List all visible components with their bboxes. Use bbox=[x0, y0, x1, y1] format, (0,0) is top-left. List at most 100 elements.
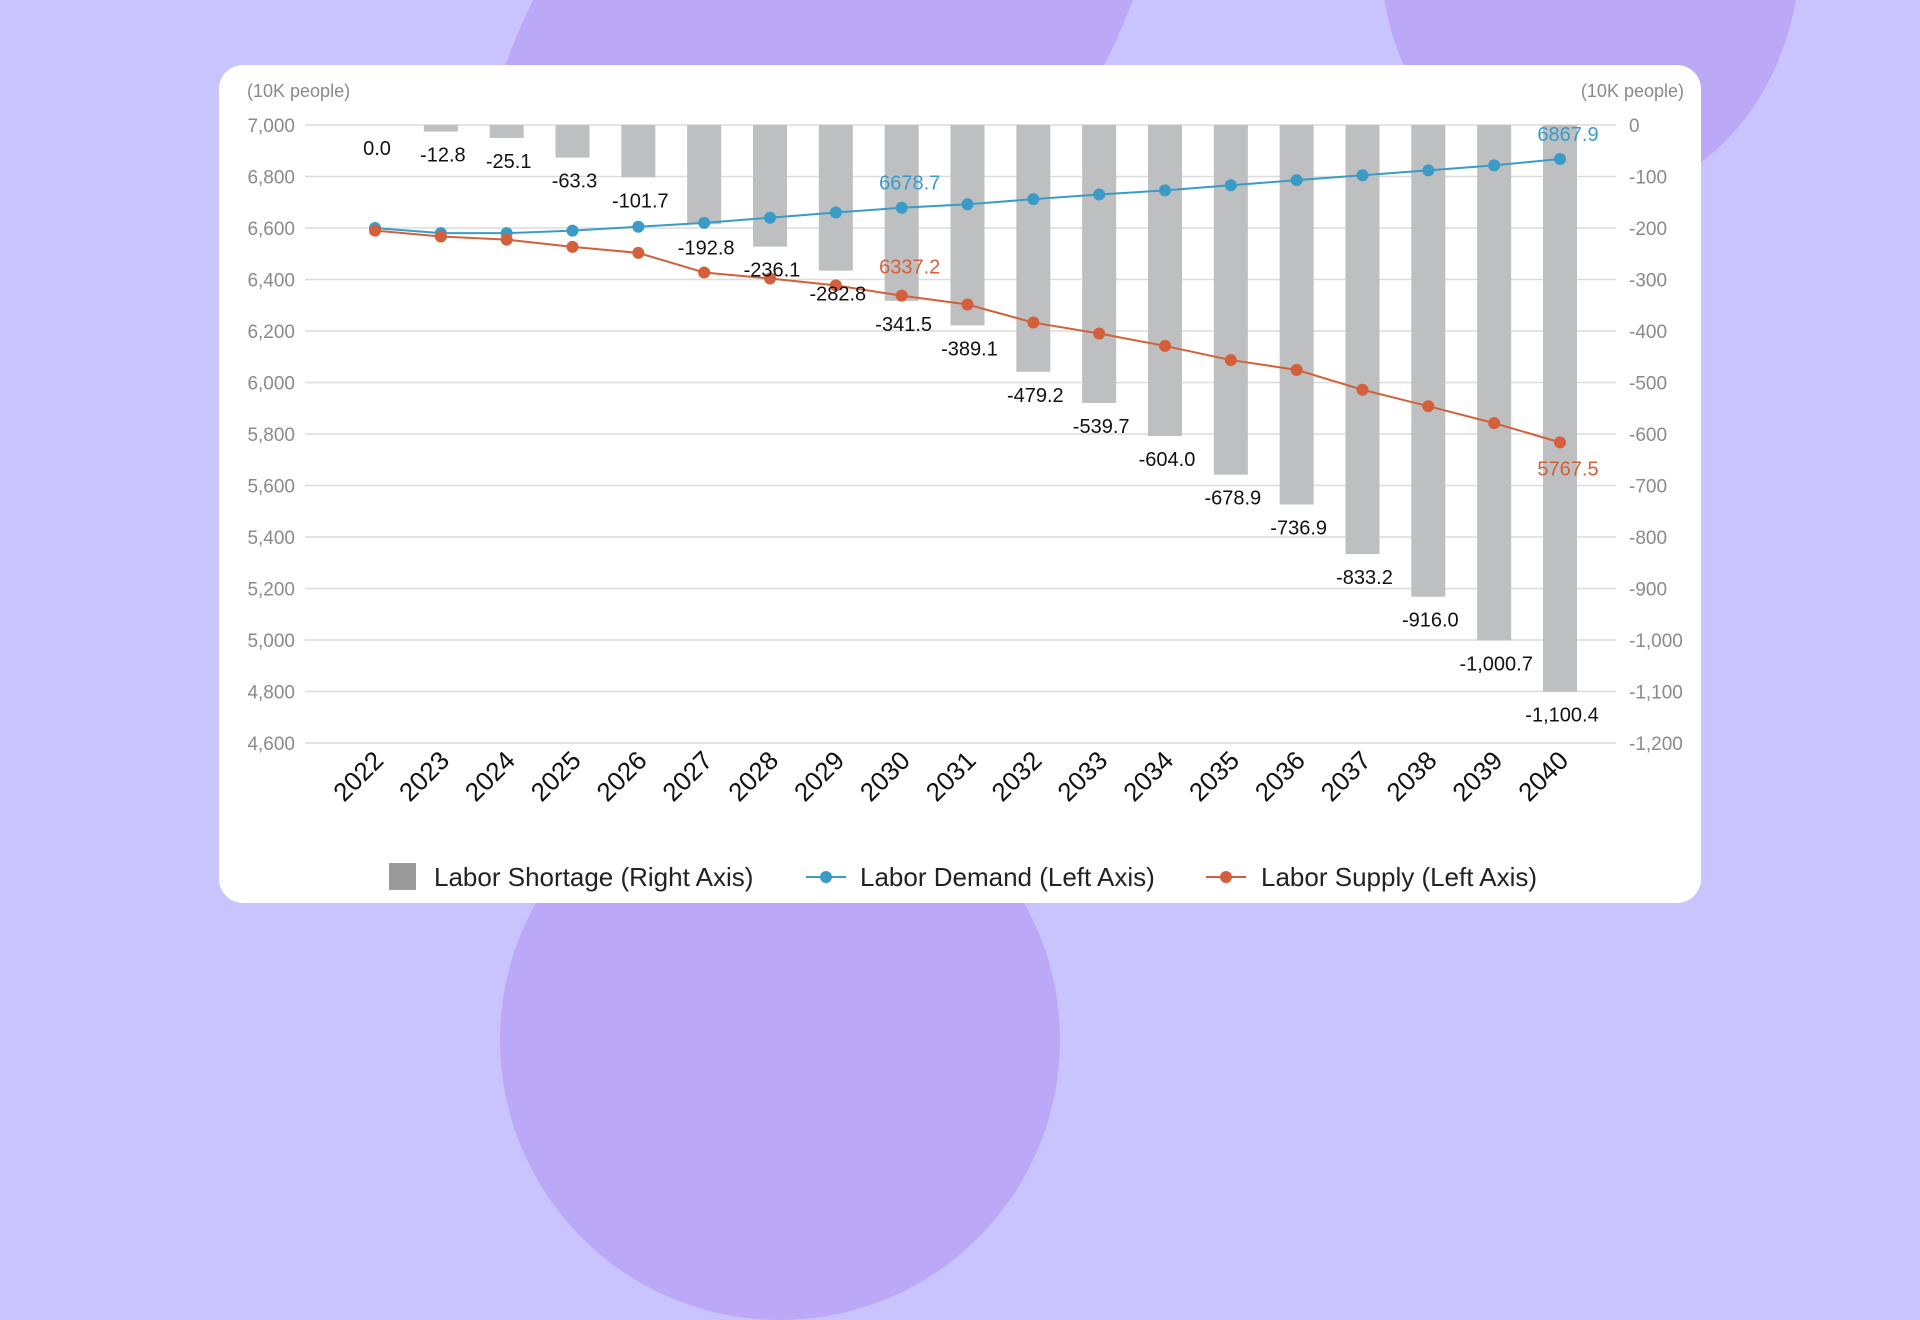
shortage-data-label: -192.8 bbox=[678, 237, 735, 259]
shortage-data-label: -282.8 bbox=[809, 284, 866, 306]
x-tick-label: 2023 bbox=[393, 745, 455, 807]
shortage-bar bbox=[1279, 125, 1314, 505]
left-tick-label: 5,400 bbox=[247, 528, 295, 549]
legend-label: Labor Demand (Left Axis) bbox=[860, 862, 1155, 892]
shortage-bar bbox=[1016, 125, 1051, 372]
demand-point bbox=[1554, 153, 1566, 166]
demand-point bbox=[1159, 184, 1171, 197]
demand-point bbox=[829, 206, 842, 219]
legend-label: Labor Supply (Left Axis) bbox=[1261, 862, 1537, 892]
demand-point bbox=[1224, 179, 1237, 192]
left-tick-label: 5,600 bbox=[247, 477, 295, 498]
shortage-bar bbox=[423, 125, 458, 132]
x-tick-label: 2029 bbox=[788, 745, 850, 807]
shortage-bar bbox=[555, 125, 590, 158]
demand-point bbox=[566, 224, 579, 237]
x-tick-label: 2034 bbox=[1117, 745, 1179, 807]
shortage-bar bbox=[1082, 125, 1117, 403]
shortage-bar bbox=[1213, 125, 1248, 475]
left-tick-label: 6,000 bbox=[247, 374, 295, 395]
shortage-data-label: -389.1 bbox=[941, 338, 998, 360]
x-tick-label: 2031 bbox=[920, 745, 982, 807]
shortage-data-label: -63.3 bbox=[552, 171, 598, 193]
left-tick-label: 6,200 bbox=[247, 322, 295, 343]
supply-point bbox=[1093, 327, 1106, 340]
demand-point bbox=[1027, 193, 1040, 206]
x-tick-label: 2037 bbox=[1315, 745, 1377, 807]
shortage-data-label: -539.7 bbox=[1073, 416, 1130, 438]
demand-data-label: 6678.7 bbox=[879, 173, 940, 195]
shortage-bar bbox=[1148, 125, 1182, 437]
supply-point bbox=[1488, 417, 1501, 430]
left-tick-label: 6,400 bbox=[247, 271, 295, 292]
shortage-bar bbox=[1477, 125, 1512, 641]
shortage-data-label: -604.0 bbox=[1139, 449, 1196, 471]
legend-supply-marker bbox=[1220, 871, 1232, 883]
supply-point bbox=[1554, 436, 1566, 449]
demand-point bbox=[895, 201, 908, 214]
x-tick-label: 2025 bbox=[525, 745, 587, 807]
demand-point bbox=[1290, 174, 1303, 187]
supply-point bbox=[961, 298, 974, 311]
right-tick-label: 0 bbox=[1629, 116, 1640, 137]
supply-point bbox=[698, 266, 711, 279]
x-tick-label: 2030 bbox=[854, 745, 916, 807]
right-tick-label: -900 bbox=[1629, 580, 1667, 601]
supply-point bbox=[764, 272, 776, 285]
supply-point bbox=[1027, 316, 1040, 329]
shortage-data-label: -916.0 bbox=[1402, 610, 1459, 632]
shortage-data-label: -736.9 bbox=[1270, 518, 1327, 540]
shortage-data-label: -833.2 bbox=[1336, 567, 1393, 589]
x-tick-label: 2038 bbox=[1380, 745, 1442, 807]
shortage-bar bbox=[1345, 125, 1380, 555]
right-tick-label: -500 bbox=[1629, 374, 1667, 395]
left-tick-label: 5,200 bbox=[247, 580, 295, 601]
demand-data-label: 6867.9 bbox=[1537, 124, 1598, 146]
supply-point bbox=[434, 230, 447, 243]
supply-point bbox=[500, 233, 513, 246]
x-tick-label: 2039 bbox=[1446, 745, 1508, 807]
demand-point bbox=[764, 211, 776, 224]
supply-point bbox=[829, 279, 842, 292]
x-tick-label: 2032 bbox=[985, 745, 1047, 807]
right-tick-label: -600 bbox=[1629, 425, 1667, 446]
demand-point bbox=[1093, 188, 1106, 201]
right-tick-label: -1,200 bbox=[1629, 734, 1683, 755]
left-tick-label: 4,600 bbox=[247, 734, 295, 755]
right-tick-label: -200 bbox=[1629, 219, 1667, 240]
right-axis-unit: (10K people) bbox=[1581, 81, 1684, 101]
right-tick-label: -300 bbox=[1629, 271, 1667, 292]
supply-point bbox=[1356, 383, 1369, 396]
supply-point bbox=[632, 246, 645, 259]
right-tick-label: -400 bbox=[1629, 322, 1667, 343]
left-tick-label: 6,800 bbox=[247, 168, 295, 189]
shortage-bar bbox=[818, 125, 853, 271]
shortage-data-label: -341.5 bbox=[875, 314, 932, 336]
legend-demand-marker bbox=[820, 871, 832, 883]
legend-label: Labor Shortage (Right Axis) bbox=[434, 862, 753, 892]
left-tick-label: 7,000 bbox=[247, 116, 295, 137]
x-tick-label: 2026 bbox=[590, 745, 652, 807]
right-tick-label: -800 bbox=[1629, 528, 1667, 549]
shortage-bar bbox=[1411, 125, 1446, 597]
left-tick-label: 5,800 bbox=[247, 425, 295, 446]
x-tick-label: 2036 bbox=[1249, 745, 1311, 807]
supply-data-label: 5767.5 bbox=[1537, 458, 1598, 480]
demand-point bbox=[961, 198, 974, 211]
chart: (10K people) (10K people) 7,000 0 6,800 -10… bbox=[247, 81, 1684, 892]
demand-point bbox=[632, 220, 645, 233]
shortage-data-label: -101.7 bbox=[612, 190, 669, 212]
demand-point bbox=[698, 216, 711, 229]
shortage-bar bbox=[687, 125, 722, 225]
shortage-bar bbox=[489, 125, 524, 138]
x-tick-label: 2033 bbox=[1051, 745, 1113, 807]
supply-point bbox=[1159, 339, 1171, 352]
shortage-data-label: -479.2 bbox=[1007, 385, 1064, 407]
supply-point bbox=[1422, 400, 1435, 413]
x-tick-label: 2024 bbox=[459, 745, 521, 807]
x-tick-label: 2028 bbox=[722, 745, 784, 807]
x-tick-label: 2040 bbox=[1512, 745, 1574, 807]
shortage-data-label: 0.0 bbox=[363, 138, 391, 160]
left-tick-label: 5,000 bbox=[247, 631, 295, 652]
shortage-data-label: -678.9 bbox=[1204, 488, 1261, 510]
